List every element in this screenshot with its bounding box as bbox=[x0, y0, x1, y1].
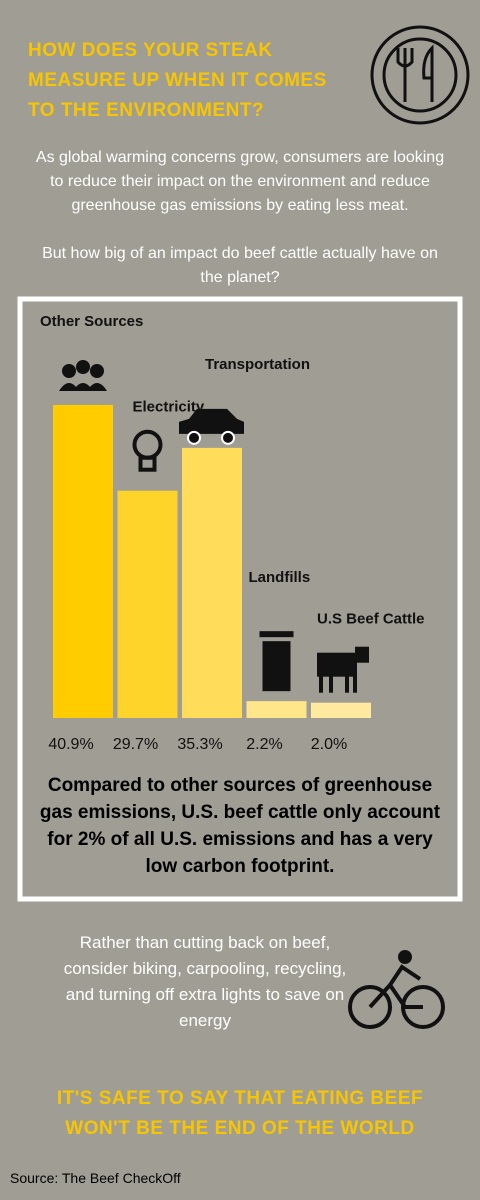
icon-part bbox=[179, 408, 244, 434]
cow-icon bbox=[317, 646, 369, 693]
category-label: Other Sources bbox=[40, 313, 143, 330]
chart-frame bbox=[17, 296, 463, 902]
people-icon bbox=[59, 360, 107, 391]
icon-part bbox=[132, 429, 163, 460]
category-label: Electricity bbox=[133, 399, 205, 416]
title: HOW DOES YOUR STEAK MEASURE UP WHEN IT C… bbox=[28, 40, 327, 121]
category-label: Landfills bbox=[249, 569, 311, 586]
icon-part bbox=[345, 674, 349, 693]
icon-part bbox=[59, 383, 79, 391]
bar bbox=[182, 447, 242, 718]
value-label: 2.2% bbox=[246, 736, 282, 753]
category-label: U.S Beef Cattle bbox=[317, 611, 425, 628]
icon-part bbox=[353, 674, 357, 693]
car-icon bbox=[179, 408, 244, 445]
icon-part bbox=[355, 646, 369, 663]
icon-part bbox=[221, 430, 235, 445]
plate-icon bbox=[370, 25, 470, 125]
value-label: 2.0% bbox=[311, 736, 347, 753]
value-label: 40.9% bbox=[48, 736, 93, 753]
tip-text: Rather than cutting back on beef, consid… bbox=[63, 933, 347, 1030]
bulb-icon bbox=[132, 429, 163, 472]
caption: Compared to other sources of greenhouse … bbox=[39, 775, 441, 877]
icon-part bbox=[73, 383, 93, 391]
conclusion: IT'S SAFE TO SAY THAT EATING BEEF WON'T … bbox=[56, 1088, 424, 1139]
bar bbox=[311, 702, 371, 718]
bar bbox=[53, 405, 113, 718]
bike-icon bbox=[348, 950, 445, 1029]
icon-part bbox=[87, 383, 107, 391]
icon-part bbox=[138, 455, 157, 472]
trash-icon bbox=[259, 631, 294, 692]
icon-part bbox=[319, 674, 323, 693]
icon-part bbox=[90, 364, 104, 378]
value-label: 35.3% bbox=[177, 736, 222, 753]
icon-part bbox=[259, 631, 294, 638]
intro-text: As global warming concerns grow, consume… bbox=[35, 149, 445, 214]
icon-part bbox=[262, 641, 291, 692]
value-label: 29.7% bbox=[113, 736, 158, 753]
icon-part bbox=[187, 430, 201, 445]
bar bbox=[117, 490, 178, 718]
intro-text: But how big of an impact do beef cattle … bbox=[42, 245, 438, 286]
bar bbox=[246, 701, 307, 718]
icon-part bbox=[317, 652, 357, 677]
source: Source: The Beef CheckOff bbox=[10, 1170, 181, 1186]
icon-part bbox=[62, 364, 76, 378]
icon-part bbox=[329, 674, 333, 693]
icon-part bbox=[76, 360, 90, 374]
category-label: Transportation bbox=[205, 356, 310, 373]
